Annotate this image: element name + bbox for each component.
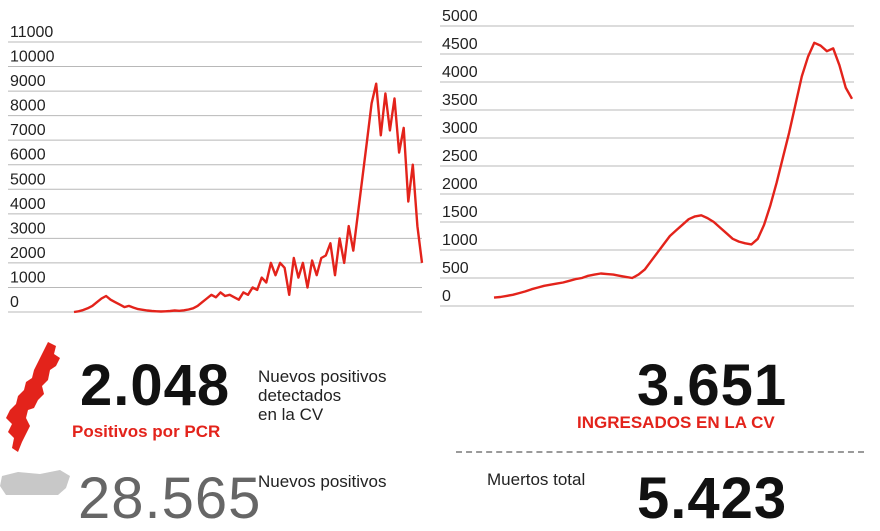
positives-series-line [73, 82, 424, 314]
hospitalized-y-tick-label: 1000 [442, 232, 478, 249]
hospitalized-y-tick-label: 5000 [442, 8, 478, 25]
positives-y-tick-label: 10000 [10, 49, 55, 66]
positives-y-tick-label: 8000 [10, 98, 46, 115]
pcr-positives-number: 2.048 [80, 353, 231, 418]
positives-y-tick-label: 11000 [10, 24, 53, 41]
positives-y-tick-label: 6000 [10, 147, 46, 164]
hospitalized-y-tick-label: 4000 [442, 64, 478, 81]
hospitalized-y-tick-label: 500 [442, 260, 469, 277]
positives-y-tick-label: 9000 [10, 73, 46, 90]
spain-map-icon [0, 470, 70, 495]
hospitalized-y-tick-label: 4500 [442, 36, 478, 53]
bottom-right-number: 5.423 [637, 466, 788, 531]
positives-y-tick-label: 7000 [10, 122, 46, 139]
hospitalized-series-line [493, 41, 854, 299]
positives-y-tick-label: 5000 [10, 171, 46, 188]
section-divider [456, 451, 864, 453]
positives-y-tick-label: 3000 [10, 220, 46, 237]
pcr-positives-description: Nuevos positivos detectados en la CV [258, 367, 387, 424]
bottom-left-number: 28.565 [78, 466, 262, 531]
positives-y-tick-label: 1000 [10, 269, 46, 286]
hospitalized-line-chart: 0 500 1000 1500 2000 2500 3000 3500 4000 4500 5000 [440, 8, 854, 307]
positives-line-chart: 0 1000 2000 3000 4000 5000 6000 7000 8000 9000 100… [8, 24, 424, 314]
hospitalized-y-tick-label: 2500 [442, 148, 478, 165]
hospitalized-y-tick-label: 1500 [442, 204, 478, 221]
hospitalized-label: INGRESADOS EN LA CV [577, 413, 775, 432]
valencia-region-map-icon [6, 342, 60, 452]
hospitalized-number: 3.651 [637, 353, 788, 418]
hospitalized-y-tick-label: 3500 [442, 92, 478, 109]
positives-y-tick-label: 4000 [10, 196, 46, 213]
bottom-right-description: Muertos total [487, 470, 586, 489]
bottom-left-description: Nuevos positivos [258, 472, 387, 491]
positives-y-tick-label: 2000 [10, 245, 46, 262]
hospitalized-y-tick-label: 0 [442, 288, 451, 305]
hospitalized-y-tick-label: 3000 [442, 120, 478, 137]
hospitalized-y-tick-label: 2000 [442, 176, 478, 193]
positives-y-tick-label: 0 [10, 294, 19, 311]
pcr-positives-label: Positivos por PCR [72, 422, 221, 441]
